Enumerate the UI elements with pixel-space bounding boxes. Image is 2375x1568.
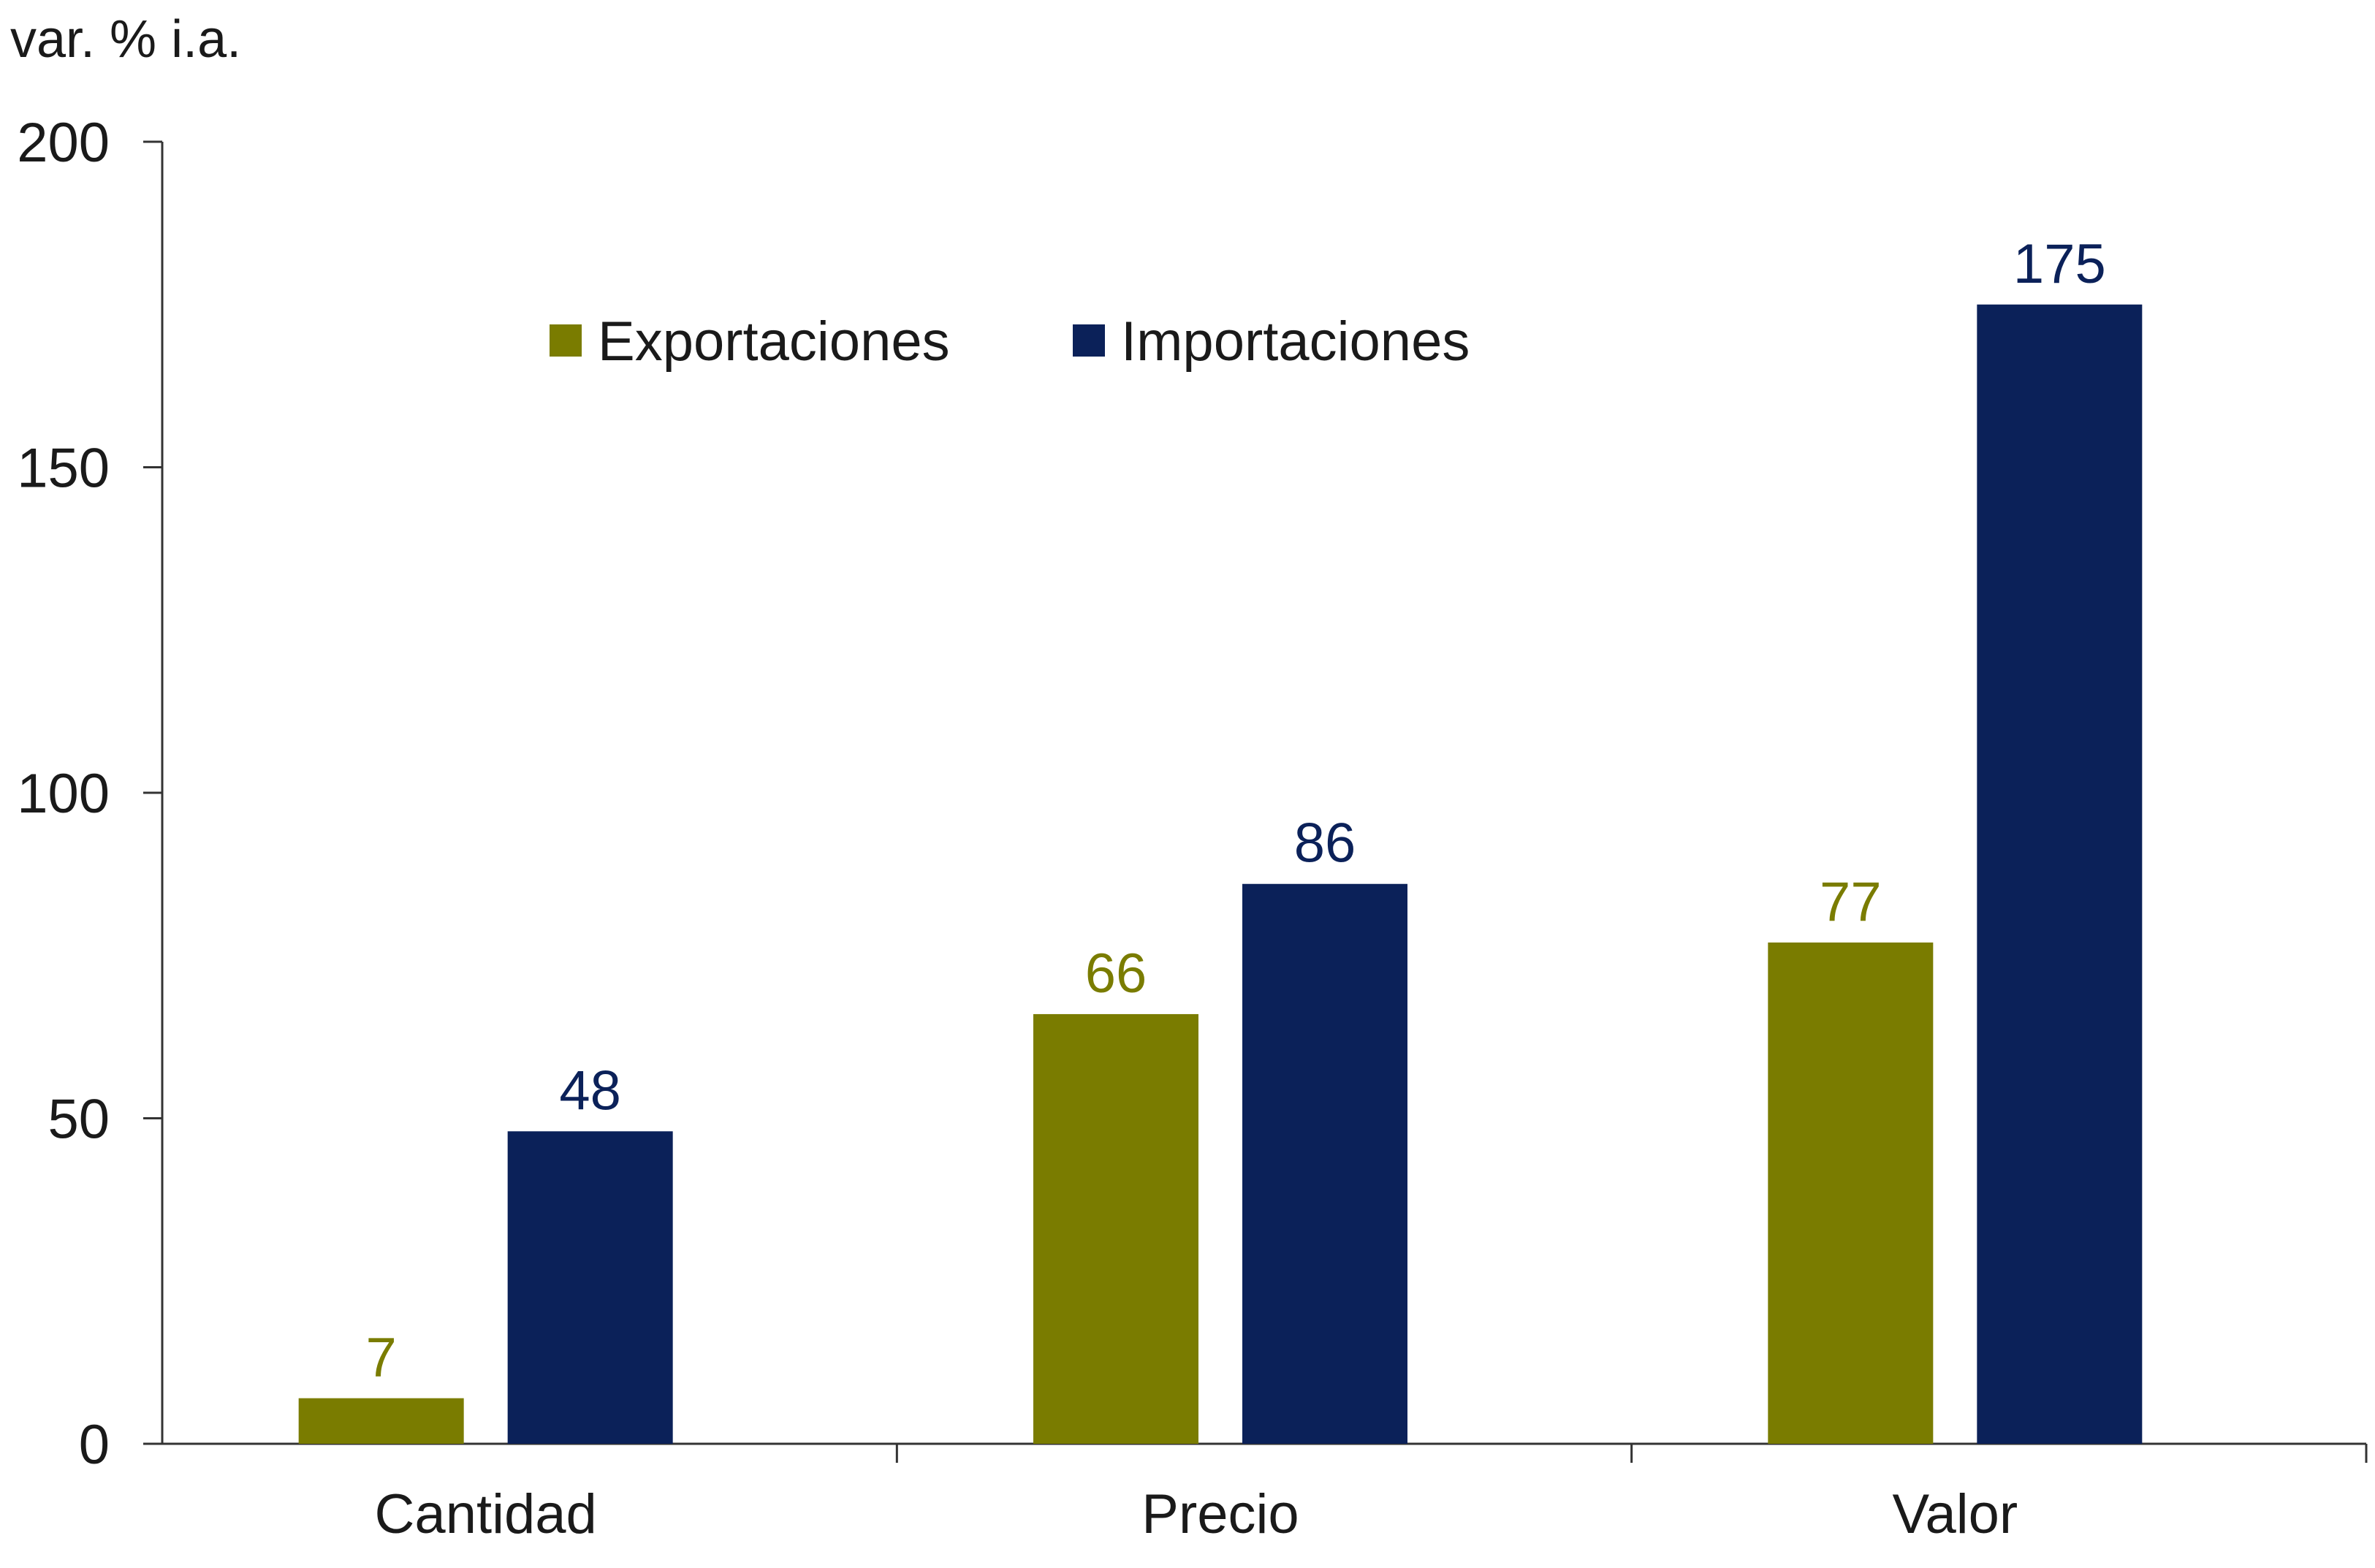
y-tick-label: 0 xyxy=(79,1414,110,1476)
x-tick-label: Valor xyxy=(1892,1483,2018,1545)
legend-swatch xyxy=(1073,324,1105,357)
axes: 0 50 100 150 200 Cantidad Precio Valor xyxy=(17,112,2368,1545)
legend-swatch xyxy=(550,324,582,357)
legend: Exportaciones Importaciones xyxy=(550,311,1470,373)
y-tick-label: 200 xyxy=(17,112,110,174)
bar-exportaciones-valor xyxy=(1768,942,1934,1444)
bar-exportaciones-cantidad xyxy=(298,1398,464,1444)
legend-label: Importaciones xyxy=(1121,311,1470,373)
x-tick-label: Cantidad xyxy=(375,1483,597,1545)
data-label: 175 xyxy=(2013,233,2106,295)
y-tick-label: 100 xyxy=(17,763,110,825)
data-label: 86 xyxy=(1294,812,1356,875)
data-label: 48 xyxy=(559,1059,621,1122)
bar-exportaciones-precio xyxy=(1033,1013,1198,1444)
data-label: 77 xyxy=(1820,871,1882,933)
y-tick-label: 150 xyxy=(17,438,110,500)
bar-importaciones-cantidad xyxy=(507,1131,673,1444)
y-tick-label: 50 xyxy=(48,1089,110,1151)
bars xyxy=(298,304,2143,1444)
data-label: 7 xyxy=(366,1327,397,1389)
bar-importaciones-precio xyxy=(1242,883,1407,1444)
data-labels: 7 48 66 86 77 175 xyxy=(366,233,2106,1389)
x-tick-label: Precio xyxy=(1141,1483,1299,1545)
bar-importaciones-valor xyxy=(1977,304,2143,1444)
y-axis-unit-label: var. % i.a. xyxy=(10,10,241,69)
data-label: 66 xyxy=(1085,943,1147,1005)
legend-label: Exportaciones xyxy=(598,311,950,373)
